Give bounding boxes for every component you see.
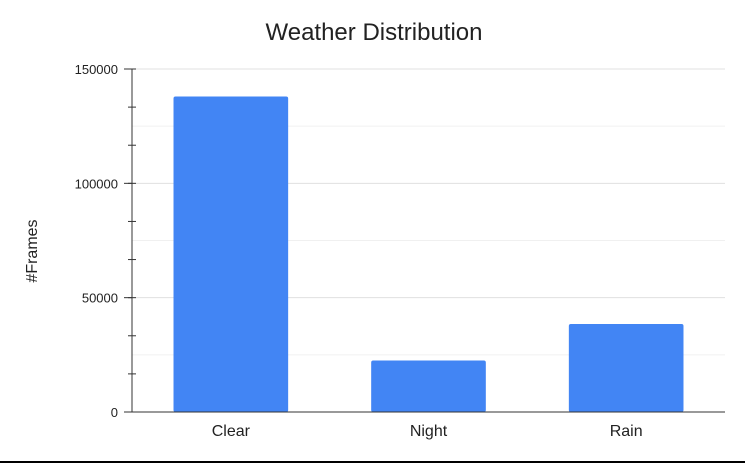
bar-rain: [568, 323, 684, 412]
x-tick-label: Rain: [610, 423, 643, 440]
bar-night: [371, 360, 486, 412]
x-tick-label: Night: [410, 423, 448, 440]
bottom-border: [0, 461, 745, 463]
y-tick-label: 150000: [75, 62, 118, 77]
y-tick-label: 0: [111, 405, 118, 420]
bar-clear: [173, 96, 289, 412]
y-tick-label: 100000: [75, 176, 118, 191]
bars: [173, 96, 684, 412]
chart-title: Weather Distribution: [266, 19, 483, 46]
tick-labels: 0 50000 100000 150000 Clear Night Rain: [75, 62, 643, 440]
axes: [124, 68, 725, 413]
x-tick-label: Clear: [212, 423, 251, 440]
y-tick-label: 50000: [82, 291, 118, 306]
y-axis-title: #Frames: [24, 219, 41, 282]
